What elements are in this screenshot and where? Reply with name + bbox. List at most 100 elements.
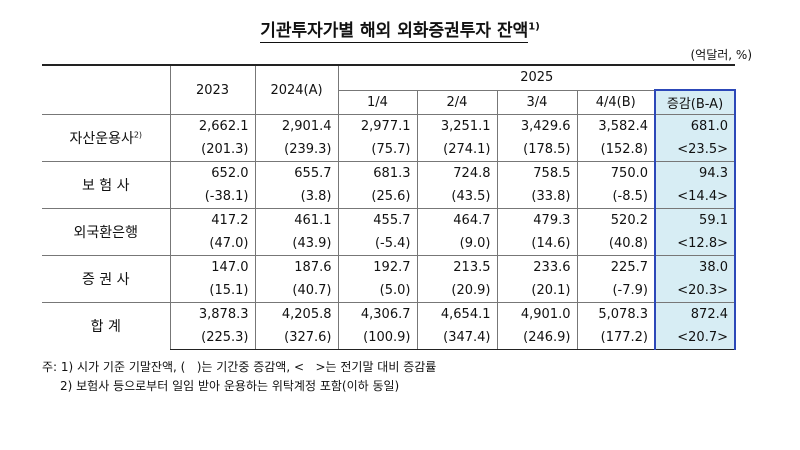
value-cell: 724.8 — [416, 161, 497, 185]
data-row: 보 험 사 652.0 655.7 681.3 724.8 758.5 750.0 94.3 — [42, 161, 736, 209]
row-label: 외국환은행 — [42, 208, 170, 256]
value-cell: 479.3 — [496, 208, 577, 232]
header-cell: 4/4(B) — [576, 89, 655, 115]
value-cell: 3,878.3 — [169, 302, 255, 326]
value-cell: 455.7 — [337, 208, 417, 232]
value-cell: 94.3 — [654, 161, 736, 185]
row-label-text: 자산운용사 — [69, 131, 134, 147]
row-label-text: 외국환은행 — [73, 225, 138, 241]
change-cell: (15.1) — [169, 279, 255, 303]
change-cell: (-5.4) — [337, 232, 417, 256]
value-cell: 225.7 — [576, 255, 655, 279]
change-cell: (9.0) — [416, 232, 497, 256]
value-cell: 4,901.0 — [496, 302, 577, 326]
change-cell: (-7.9) — [576, 279, 655, 303]
value-cell: 758.5 — [496, 161, 577, 185]
unit: (억달러, %) — [690, 48, 752, 62]
value-cell: 2,901.4 — [254, 114, 338, 138]
change-cell: (75.7) — [337, 138, 417, 162]
value-cell: 464.7 — [416, 208, 497, 232]
change-cell: (177.2) — [576, 326, 655, 350]
header-cell: 2/4 — [416, 89, 497, 115]
header-cell: 2023 — [169, 64, 255, 115]
row-label: 합 계 — [42, 302, 170, 350]
change-cell: (246.9) — [496, 326, 577, 350]
value-cell: 233.6 — [496, 255, 577, 279]
data-row: 증 권 사 147.0 187.6 192.7 213.5 233.6 225.7 38.0 — [42, 255, 736, 303]
value-cell: 38.0 — [654, 255, 736, 279]
change-cell: (-38.1) — [169, 185, 255, 209]
value-cell: 681.3 — [337, 161, 417, 185]
change-cell: (33.8) — [496, 185, 577, 209]
value-cell: 520.2 — [576, 208, 655, 232]
value-cell: 5,078.3 — [576, 302, 655, 326]
change-cell: <14.4> — [654, 185, 736, 209]
value-cell: 417.2 — [169, 208, 255, 232]
title-note: 1) — [528, 21, 540, 33]
header-cell: 증감(B-A) — [654, 89, 736, 115]
value-cell: 192.7 — [337, 255, 417, 279]
row-label-text: 증 권 사 — [81, 272, 130, 288]
data-row: 자산운용사2) 2,662.1 2,901.4 2,977.1 3,251.1 3,429… — [42, 114, 736, 162]
value-cell: 59.1 — [654, 208, 736, 232]
value-cell: 652.0 — [169, 161, 255, 185]
header-cell: 3/4 — [496, 89, 577, 115]
change-cell: (14.6) — [496, 232, 577, 256]
change-row: (-38.1) (3.8) (25.6) (43.5) (33.8) (-8.5) <14.… — [42, 185, 736, 209]
header-cell: 1/4 — [337, 89, 417, 115]
header-cell — [42, 64, 170, 115]
change-cell: (3.8) — [254, 185, 338, 209]
change-cell: (20.9) — [416, 279, 497, 303]
footnote: 2) 보험사 등으로부터 일임 받아 운용하는 위탁계정 포함(이하 동일) — [60, 379, 400, 393]
change-row: (201.3) (239.3) (75.7) (274.1) (178.5) (152.8… — [42, 138, 736, 162]
change-cell: <20.7> — [654, 326, 736, 350]
change-cell: <12.8> — [654, 232, 736, 256]
value-cell: 4,306.7 — [337, 302, 417, 326]
value-cell: 461.1 — [254, 208, 338, 232]
change-cell: (274.1) — [416, 138, 497, 162]
change-cell: (40.7) — [254, 279, 338, 303]
change-cell: (5.0) — [337, 279, 417, 303]
footnote: 주: 1) 시가 기준 기말잔액, ( )는 기간중 증감액, < >는 전기말… — [42, 360, 437, 374]
change-cell: (20.1) — [496, 279, 577, 303]
value-cell: 3,251.1 — [416, 114, 497, 138]
header-row: 1/4 2/4 3/4 4/4(B) 증감(B-A) — [42, 89, 736, 115]
change-cell: (25.6) — [337, 185, 417, 209]
header-cell: 2024(A) — [254, 64, 338, 115]
value-cell: 750.0 — [576, 161, 655, 185]
change-cell: (239.3) — [254, 138, 338, 162]
change-cell: (225.3) — [169, 326, 255, 350]
row-label: 증 권 사 — [42, 255, 170, 303]
change-row: (15.1) (40.7) (5.0) (20.9) (20.1) (-7.9) <20.3… — [42, 279, 736, 303]
row-label-text: 합 계 — [90, 319, 121, 336]
row-label-text: 보 험 사 — [81, 178, 130, 194]
change-cell: <20.3> — [654, 279, 736, 303]
change-cell: (47.0) — [169, 232, 255, 256]
change-cell: (43.9) — [254, 232, 338, 256]
value-cell: 147.0 — [169, 255, 255, 279]
change-cell: (347.4) — [416, 326, 497, 350]
value-cell: 4,205.8 — [254, 302, 338, 326]
header-row: 2023 2024(A) 2025 — [42, 64, 735, 115]
data-row: 합 계 3,878.3 4,205.8 4,306.7 4,654.1 4,901.0 5,… — [42, 302, 736, 350]
data-row: 외국환은행 417.2 461.1 455.7 464.7 479.3 520.2 59.1 — [42, 208, 736, 256]
row-label: 보 험 사 — [42, 161, 170, 209]
value-cell: 187.6 — [254, 255, 338, 279]
value-cell: 2,977.1 — [337, 114, 417, 138]
value-cell: 872.4 — [654, 302, 736, 326]
value-cell: 3,429.6 — [496, 114, 577, 138]
change-cell: (100.9) — [337, 326, 417, 350]
change-row: (47.0) (43.9) (-5.4) (9.0) (14.6) (40.8) <12.8… — [42, 232, 736, 256]
change-cell: (178.5) — [496, 138, 577, 162]
change-cell: <23.5> — [654, 138, 736, 162]
title: 기관투자가별 해외 외화증권투자 잔액1) — [0, 16, 800, 43]
change-cell: (152.8) — [576, 138, 655, 162]
table: 2023 2024(A) 2025 1/4 2/4 3/4 4/4(B) 증감(B-A) 자산운… — [42, 64, 736, 350]
value-cell: 2,662.1 — [169, 114, 255, 138]
value-cell: 655.7 — [254, 161, 338, 185]
value-cell: 3,582.4 — [576, 114, 655, 138]
row-label: 자산운용사2) — [42, 114, 170, 162]
title-text: 기관투자가별 해외 외화증권투자 잔액 — [260, 21, 529, 43]
value-cell: 213.5 — [416, 255, 497, 279]
